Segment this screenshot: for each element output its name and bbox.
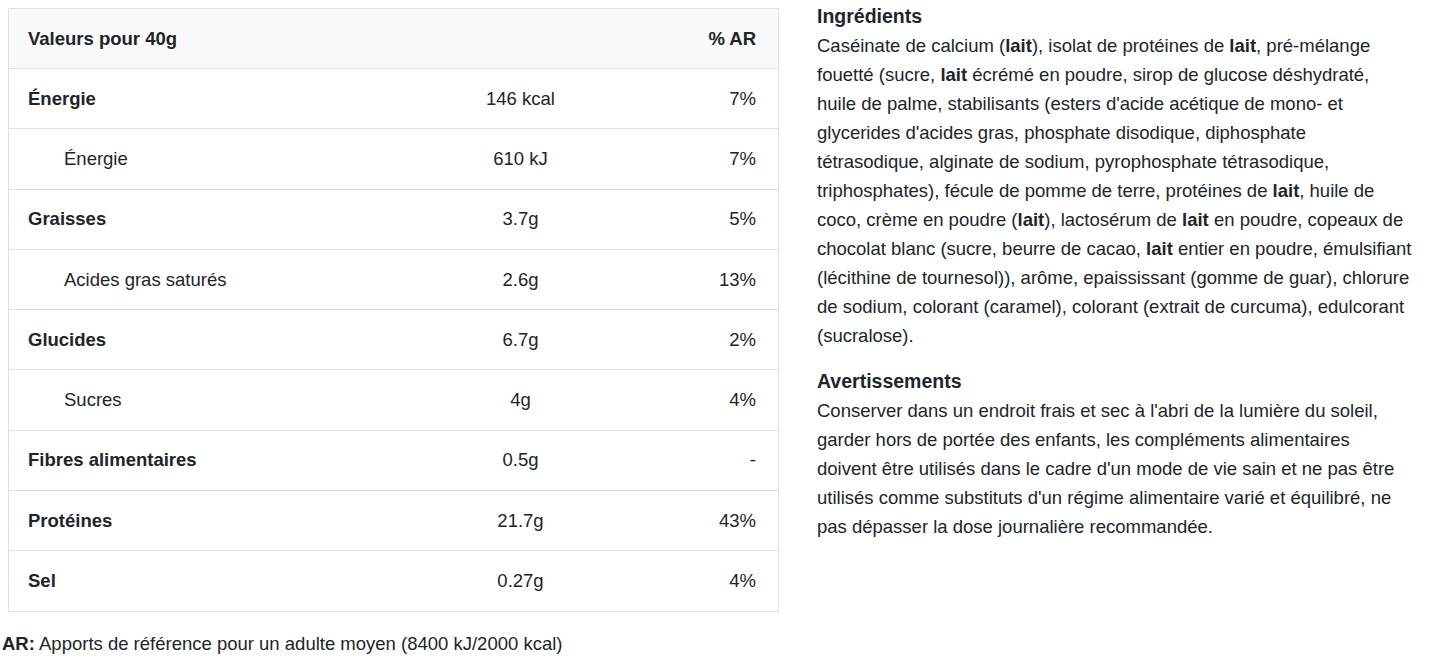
- value-column-header: [394, 9, 648, 69]
- table-header-row: Valeurs pour 40g % AR: [9, 9, 779, 69]
- nutrient-label: Glucides: [9, 310, 394, 370]
- serving-size-header: Valeurs pour 40g: [9, 9, 394, 69]
- nutrient-value: 0.5g: [394, 430, 648, 490]
- nutrient-label: Énergie: [9, 129, 394, 189]
- nutrition-table-header: Valeurs pour 40g % AR: [9, 9, 779, 69]
- nutrient-value: 146 kcal: [394, 69, 648, 129]
- table-row: Sel 0.27g 4%: [9, 551, 779, 611]
- nutrient-label: Sel: [9, 551, 394, 611]
- ingredients-text: Caséinate de calcium (lait), isolat de p…: [817, 31, 1413, 350]
- ar-footnote-text: Apports de référence pour un adulte moye…: [35, 633, 563, 654]
- nutrient-ar: -: [648, 430, 779, 490]
- nutrient-ar: 4%: [648, 551, 779, 611]
- nutrient-value: 0.27g: [394, 551, 648, 611]
- nutrient-ar: 7%: [648, 69, 779, 129]
- nutrient-value: 610 kJ: [394, 129, 648, 189]
- nutrition-table-body: Énergie 146 kcal 7% Énergie 610 kJ 7% Gr…: [9, 69, 779, 612]
- nutrient-label: Sucres: [9, 370, 394, 430]
- nutrient-label: Protéines: [9, 491, 394, 551]
- nutrient-ar: 7%: [648, 129, 779, 189]
- table-row: Énergie 146 kcal 7%: [9, 69, 779, 129]
- nutrient-ar: 13%: [648, 249, 779, 309]
- nutrient-value: 2.6g: [394, 249, 648, 309]
- nutrient-label: Fibres alimentaires: [9, 430, 394, 490]
- table-row: Énergie 610 kJ 7%: [9, 129, 779, 189]
- nutrition-info-page: Valeurs pour 40g % AR Énergie 146 kcal 7…: [0, 0, 1436, 664]
- ingredients-heading: Ingrédients: [817, 4, 1413, 29]
- table-row: Fibres alimentaires 0.5g -: [9, 430, 779, 490]
- warnings-text: Conserver dans un endroit frais et sec à…: [817, 396, 1413, 541]
- table-row: Sucres 4g 4%: [9, 370, 779, 430]
- ar-column-header: % AR: [648, 9, 779, 69]
- nutrient-value: 3.7g: [394, 189, 648, 249]
- warnings-section: Avertissements Conserver dans un endroit…: [817, 369, 1413, 541]
- nutrient-value: 21.7g: [394, 491, 648, 551]
- table-row: Glucides 6.7g 2%: [9, 310, 779, 370]
- nutrient-value: 6.7g: [394, 310, 648, 370]
- nutrient-ar: 2%: [648, 310, 779, 370]
- nutrition-facts-table: Valeurs pour 40g % AR Énergie 146 kcal 7…: [8, 8, 779, 612]
- ar-footnote: AR: Apports de référence pour un adulte …: [2, 633, 562, 655]
- warnings-heading: Avertissements: [817, 369, 1413, 394]
- nutrient-ar: 43%: [648, 491, 779, 551]
- nutrient-label: Graisses: [9, 189, 394, 249]
- table-row: Protéines 21.7g 43%: [9, 491, 779, 551]
- nutrient-label: Énergie: [9, 69, 394, 129]
- nutrient-value: 4g: [394, 370, 648, 430]
- ar-footnote-prefix: AR:: [2, 633, 35, 654]
- product-details-column: Ingrédients Caséinate de calcium (lait),…: [817, 4, 1413, 541]
- nutrient-ar: 5%: [648, 189, 779, 249]
- nutrient-label: Acides gras saturés: [9, 249, 394, 309]
- table-row: Graisses 3.7g 5%: [9, 189, 779, 249]
- nutrient-ar: 4%: [648, 370, 779, 430]
- table-row: Acides gras saturés 2.6g 13%: [9, 249, 779, 309]
